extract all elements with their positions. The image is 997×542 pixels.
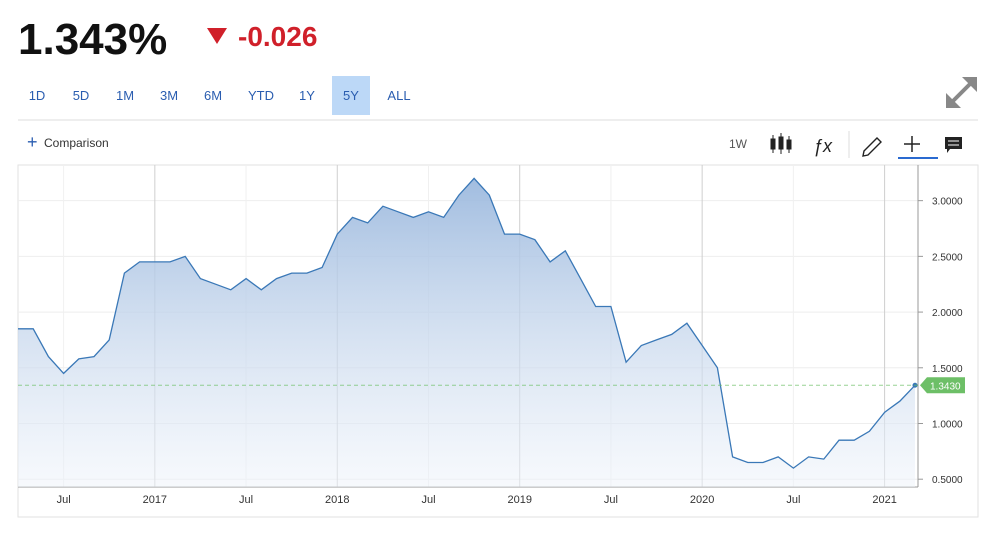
range-button[interactable]: 3M	[160, 88, 178, 103]
x-tick-label: 2020	[690, 494, 714, 506]
x-tick-label: Jul	[421, 494, 435, 506]
x-tick-label: 2019	[507, 494, 531, 506]
range-button[interactable]: 1M	[116, 88, 134, 103]
x-tick-label: Jul	[57, 494, 71, 506]
range-button[interactable]: ALL	[387, 88, 410, 103]
comment-icon[interactable]	[945, 137, 962, 153]
line	[18, 177, 916, 469]
x-tick-label: Jul	[786, 494, 800, 506]
last-value-tag	[920, 377, 965, 394]
y-tick-label: 0.5000	[932, 475, 963, 486]
plot: 0.5000 1.0000 1.5000 2.0000 2.5000 3.0000 Jul 2…	[18, 165, 965, 506]
x-tick-label: 2018	[325, 494, 349, 506]
range-button[interactable]: 1D	[29, 88, 46, 103]
down-arrow	[207, 28, 227, 44]
y-tick-label: 1.5000	[932, 364, 963, 375]
x-tick-label: Jul	[604, 494, 618, 506]
y-tick-label: 3.0000	[932, 197, 963, 208]
plus-icon[interactable]: +	[27, 132, 38, 152]
x-tick-label: 2021	[872, 494, 896, 506]
draw-icon[interactable]	[862, 137, 882, 157]
change: -0.026	[238, 21, 317, 52]
price: 1.343%	[18, 15, 167, 64]
range-highlight	[332, 76, 370, 115]
range-buttons: 1D 5D 1M 3M 6M YTD 1Y 5Y ALL	[29, 76, 411, 115]
range-button[interactable]: 5D	[73, 88, 90, 103]
crosshair-icon[interactable]	[904, 136, 920, 152]
candle-icon[interactable]	[770, 133, 792, 154]
expand-icon[interactable]	[946, 77, 977, 108]
area	[18, 178, 915, 487]
y-tick-label: 2.0000	[932, 308, 963, 319]
comparison-button[interactable]: Comparison	[44, 136, 109, 150]
range-button[interactable]: 1Y	[299, 88, 315, 103]
range-button[interactable]: 6M	[204, 88, 222, 103]
x-tick-label: Jul	[239, 494, 253, 506]
y-tick-label: 1.0000	[932, 419, 963, 430]
indicator-icon[interactable]: ƒx	[813, 136, 833, 156]
x-tick-label: 2017	[143, 494, 167, 506]
range-button[interactable]: YTD	[248, 88, 274, 103]
interval-button[interactable]: 1W	[729, 137, 748, 151]
last-value-label: 1.3430	[930, 381, 961, 392]
range-button[interactable]: 5Y	[343, 88, 359, 103]
y-tick-label: 2.5000	[932, 252, 963, 263]
